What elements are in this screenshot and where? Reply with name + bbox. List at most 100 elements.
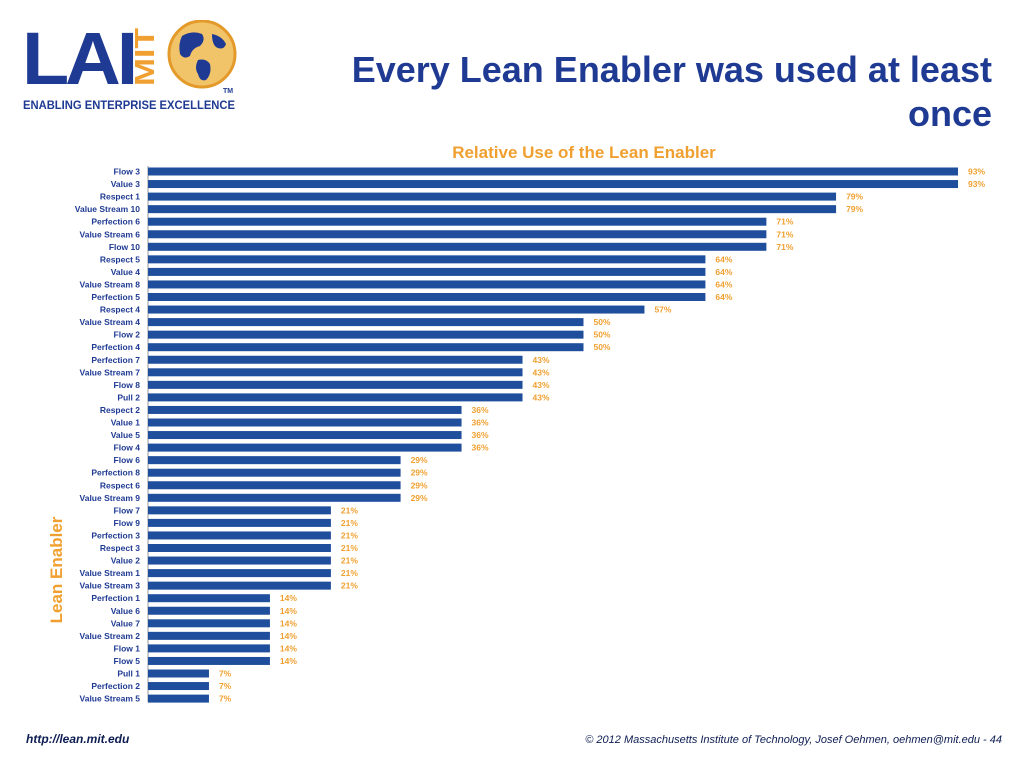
bar	[148, 431, 462, 440]
bar	[148, 468, 401, 477]
footer-url[interactable]: http://lean.mit.edu	[26, 732, 130, 746]
category-label: Respect 5	[100, 254, 140, 264]
data-label: 21%	[341, 568, 358, 578]
data-label: 36%	[472, 418, 489, 428]
data-label: 43%	[533, 367, 550, 377]
logo-mit-letters: MIT	[129, 28, 160, 86]
bar	[148, 380, 523, 389]
category-label: Perfection 4	[91, 342, 140, 352]
chart-title: Relative Use of the Lean Enabler	[452, 143, 716, 162]
category-label: Value Stream 4	[80, 317, 141, 327]
logo-lai-letters: LAI	[22, 20, 134, 100]
bar	[148, 293, 706, 301]
category-label: Value Stream 10	[75, 204, 140, 214]
category-label: Respect 1	[100, 192, 140, 202]
category-label: Value Stream 6	[80, 229, 141, 239]
category-label: Value Stream 5	[80, 694, 141, 704]
data-label: 71%	[776, 217, 793, 227]
category-label: Value 4	[111, 267, 141, 277]
category-label: Pull 2	[117, 392, 140, 402]
bar	[148, 167, 958, 176]
bar	[148, 656, 270, 665]
bar	[148, 456, 401, 465]
data-label: 14%	[280, 656, 297, 666]
category-label: Respect 4	[100, 305, 140, 315]
bar	[148, 619, 270, 628]
bar	[148, 280, 706, 289]
bar	[148, 205, 837, 214]
category-label: Perfection 1	[91, 593, 140, 603]
category-label: Perfection 8	[91, 468, 140, 478]
data-label: 36%	[472, 443, 489, 453]
bar	[148, 217, 767, 226]
data-label: 50%	[593, 330, 610, 340]
category-label: Perfection 3	[91, 530, 140, 540]
data-label: 64%	[715, 254, 732, 264]
category-label: Flow 7	[114, 505, 141, 515]
bar	[148, 481, 401, 490]
data-label: 29%	[411, 480, 428, 490]
data-label: 14%	[280, 606, 297, 616]
data-label: 50%	[593, 342, 610, 352]
data-label: 14%	[280, 643, 297, 653]
bar-chart: Relative Use of the Lean Enabler Lean En…	[47, 143, 985, 704]
category-label: Flow 9	[114, 518, 141, 528]
category-label: Value Stream 3	[80, 581, 141, 591]
bar	[148, 343, 584, 352]
data-label: 79%	[846, 192, 863, 202]
data-label: 7%	[219, 681, 232, 691]
bar	[148, 506, 331, 515]
data-label: 57%	[654, 305, 671, 315]
category-label: Flow 4	[114, 443, 141, 453]
category-label: Value Stream 2	[80, 631, 141, 641]
bar	[148, 180, 958, 189]
bar	[148, 267, 706, 276]
logo-tm: TM	[223, 88, 233, 95]
bar	[148, 242, 767, 251]
category-label: Respect 6	[100, 480, 140, 490]
bar	[148, 368, 523, 377]
category-label: Value 3	[111, 179, 141, 189]
bar	[148, 631, 270, 640]
bar	[148, 255, 706, 264]
data-label: 29%	[411, 455, 428, 465]
data-label: 21%	[341, 581, 358, 591]
category-label: Pull 1	[117, 669, 140, 679]
lai-mit-logo: LAI MIT TM ENABLING ENTERPRISE EXCELLENC…	[22, 20, 237, 112]
logo-tagline: ENABLING ENTERPRISE EXCELLENCE	[23, 100, 235, 112]
bar	[148, 318, 584, 327]
data-label: 14%	[280, 593, 297, 603]
category-label: Value Stream 8	[80, 279, 141, 289]
category-label: Perfection 7	[91, 355, 140, 365]
category-label: Respect 3	[100, 543, 140, 553]
category-label: Flow 1	[114, 643, 141, 653]
data-label: 79%	[846, 204, 863, 214]
category-label: Perfection 2	[91, 681, 140, 691]
data-label: 36%	[472, 430, 489, 440]
data-label: 43%	[533, 392, 550, 402]
data-label: 93%	[968, 167, 985, 177]
data-label: 29%	[411, 468, 428, 478]
category-label: Value 5	[111, 430, 141, 440]
bar	[148, 230, 767, 239]
bar	[148, 405, 462, 414]
data-label: 50%	[593, 317, 610, 327]
data-label: 71%	[776, 242, 793, 252]
bar	[148, 669, 209, 678]
category-label: Perfection 5	[91, 292, 140, 302]
data-label: 64%	[715, 292, 732, 302]
y-axis-label: Lean Enabler	[47, 516, 66, 623]
bar	[148, 393, 523, 402]
category-label: Value 7	[111, 618, 141, 628]
bar	[148, 518, 331, 527]
bar	[148, 606, 270, 615]
bar	[148, 443, 462, 452]
data-label: 71%	[776, 229, 793, 239]
category-label: Value 6	[111, 606, 141, 616]
bar	[148, 531, 331, 540]
category-label: Value 2	[111, 556, 141, 566]
category-label: Respect 2	[100, 405, 140, 415]
bar	[148, 644, 270, 653]
footer-copyright: © 2012 Massachusetts Institute of Techno…	[585, 734, 1002, 746]
bar	[148, 493, 401, 502]
